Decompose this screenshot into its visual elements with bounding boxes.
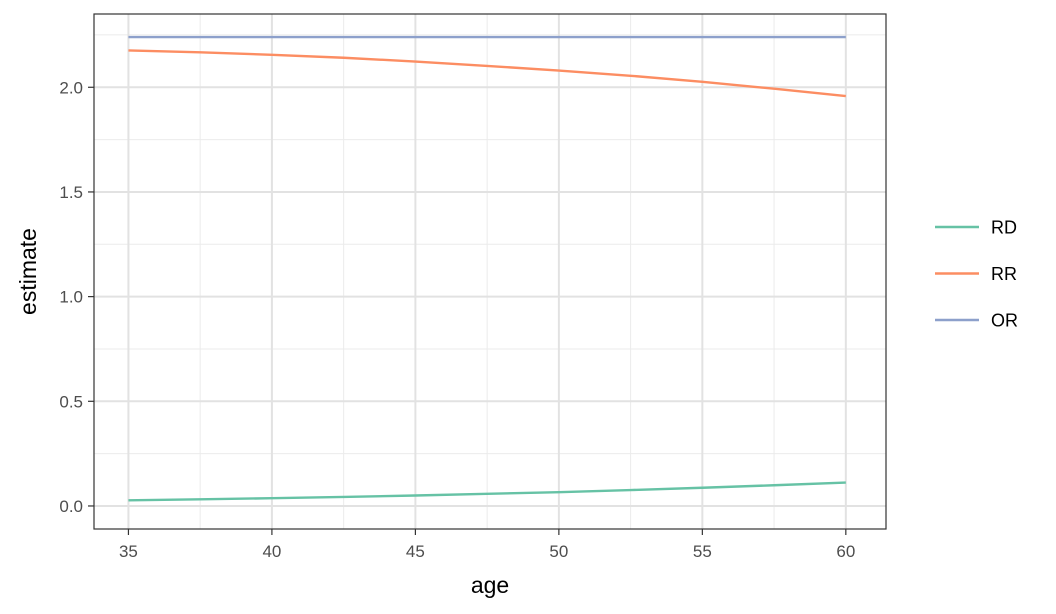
x-tick-label: 45 bbox=[406, 542, 425, 561]
x-axis-title: age bbox=[471, 572, 509, 598]
series-line-rd bbox=[128, 481, 846, 502]
x-tick-label: 50 bbox=[549, 542, 568, 561]
y-tick-label: 1.0 bbox=[59, 288, 83, 307]
y-tick-label: 0.5 bbox=[59, 392, 83, 411]
legend-label-or: OR bbox=[991, 311, 1018, 331]
y-axis-title: estimate bbox=[15, 228, 41, 315]
legend-label-rr: RR bbox=[991, 264, 1017, 284]
y-tick-label: 0.0 bbox=[59, 497, 83, 516]
series-line-rr bbox=[128, 49, 846, 98]
panel-border bbox=[93, 13, 887, 530]
legend: RD RR OR bbox=[935, 218, 1018, 331]
x-tick-label: 60 bbox=[836, 542, 855, 561]
y-tick-label: 2.0 bbox=[59, 78, 83, 97]
minor-gridlines bbox=[94, 14, 886, 529]
series-lines bbox=[128, 35, 846, 502]
x-axis: 35 40 45 50 55 60 bbox=[119, 529, 855, 561]
x-tick-label: 55 bbox=[693, 542, 712, 561]
x-tick-label: 35 bbox=[119, 542, 138, 561]
x-tick-label: 40 bbox=[262, 542, 281, 561]
y-axis: 0.0 0.5 1.0 1.5 2.0 bbox=[59, 78, 94, 516]
major-gridlines bbox=[94, 14, 886, 529]
y-tick-label: 1.5 bbox=[59, 183, 83, 202]
legend-label-rd: RD bbox=[991, 218, 1017, 238]
